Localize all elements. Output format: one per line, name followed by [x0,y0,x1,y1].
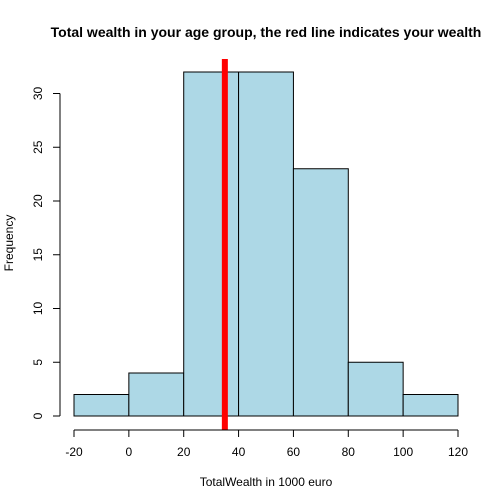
y-tick-label: 5 [31,359,45,366]
histogram-bar [347,361,404,417]
x-tick-label: 120 [448,445,468,459]
y-tick-label: 30 [31,87,45,101]
y-tick-label: 0 [31,412,45,419]
x-tick-label: 60 [287,445,301,459]
y-tick-label: 25 [31,140,45,154]
y-axis-label: Frequency [2,215,16,272]
x-axis-label: TotalWealth in 1000 euro [200,475,333,489]
y-axis: 0 5 10 15 20 25 30 [31,87,61,419]
y-tick-label: 10 [31,302,45,316]
x-tick-label: 80 [342,445,356,459]
x-tick-label: 100 [393,445,413,459]
histogram-bar [73,394,130,417]
histogram-bar [238,71,294,417]
y-tick-label: 20 [31,194,45,208]
x-tick-label: -20 [65,445,83,459]
histogram-bar [128,372,185,417]
chart-title: Total wealth in your age group, the red … [51,24,482,40]
histogram-bar [292,168,349,417]
histogram-bar [402,394,459,417]
x-axis: -20 0 20 40 60 80 100 120 [65,429,468,459]
histogram-bar [183,71,240,417]
x-tick-label: 0 [126,445,133,459]
histogram-bars [73,71,459,417]
x-tick-label: 20 [177,445,191,459]
y-tick-label: 15 [31,248,45,262]
x-tick-label: 40 [232,445,246,459]
